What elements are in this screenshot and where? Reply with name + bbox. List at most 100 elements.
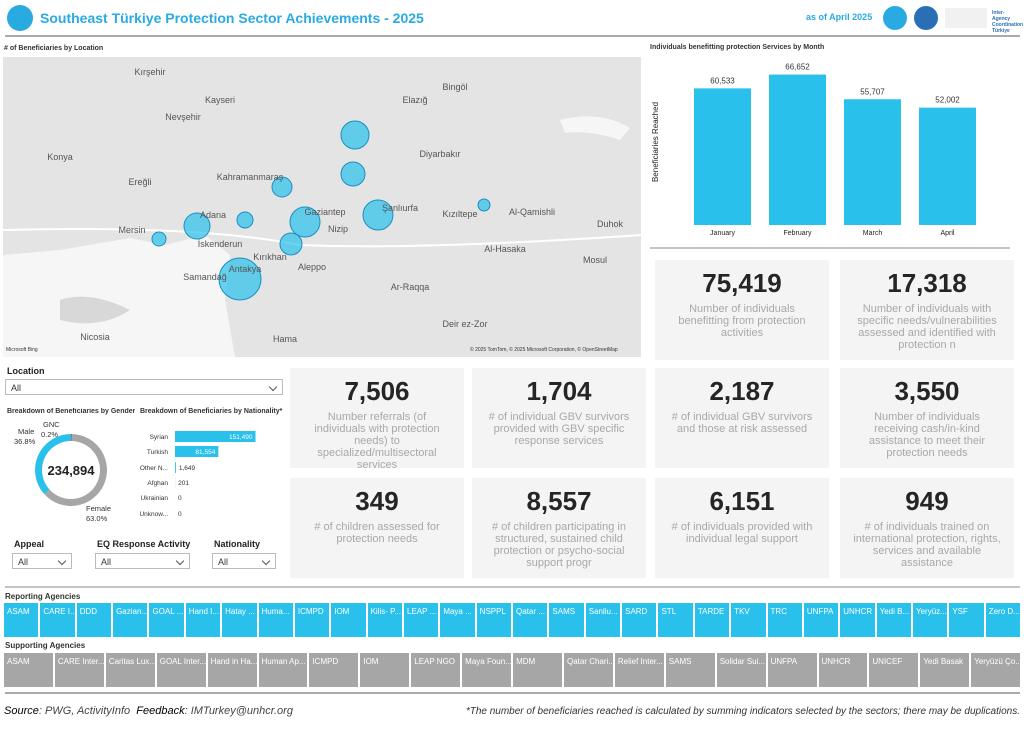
map-label: Konya — [47, 152, 73, 162]
dropdown[interactable]: All — [12, 553, 72, 569]
agency[interactable]: CARE Inter... — [54, 653, 104, 687]
agency[interactable]: TRC — [767, 603, 802, 637]
agency[interactable]: Qatar Chari... — [563, 653, 613, 687]
agency[interactable]: ASAM — [4, 653, 53, 687]
agency[interactable]: UNHCR — [840, 603, 875, 637]
data-label: 36.8% — [14, 437, 36, 446]
map-label: Kırşehir — [134, 67, 165, 77]
agency[interactable]: Solidar Sui... — [716, 653, 766, 687]
map-label: Adana — [200, 210, 226, 220]
agency[interactable]: LEAP ... — [403, 603, 439, 637]
map-label: Nizip — [328, 224, 348, 234]
map-label: Nevşehir — [165, 112, 201, 122]
agency[interactable]: Yedi B... — [876, 603, 911, 637]
map-label: Ereğli — [128, 177, 151, 187]
bubble — [236, 211, 254, 229]
slice — [34, 434, 71, 495]
agency[interactable]: IOM — [331, 603, 366, 637]
agency[interactable]: SARD — [622, 603, 657, 637]
agency[interactable]: SAMS — [665, 653, 715, 687]
bar — [175, 462, 176, 473]
agency[interactable]: LEAP NGO — [411, 653, 461, 687]
kpi-card: 8,557 # of children participating in stru… — [472, 478, 646, 578]
bar — [175, 446, 219, 457]
logo — [945, 8, 987, 28]
agency[interactable]: Caritas Lux... — [105, 653, 155, 687]
filter-label: EQ Response Activity — [97, 539, 191, 549]
agency[interactable]: Kilis- P... — [367, 603, 402, 637]
x-tick-label: April — [940, 230, 954, 237]
logo — [883, 6, 907, 30]
data-label: 0 — [178, 511, 182, 518]
chart-title: Breakdown of Beneficiaries by Nationalit… — [140, 408, 283, 415]
kpi-card: 3,550 Number of individuals receiving cas… — [840, 368, 1014, 468]
agency[interactable]: IOM — [360, 653, 410, 687]
data-label: 1,649 — [179, 465, 196, 472]
bubble — [340, 120, 370, 150]
agency[interactable]: ICMPD — [309, 653, 359, 687]
center-label: 234,894 — [48, 463, 96, 478]
kpi-card: 1,704 # of individual GBV survivors provi… — [472, 368, 646, 468]
dropdown[interactable]: All — [5, 379, 283, 395]
agency[interactable]: Maya ... — [440, 603, 475, 637]
bar — [769, 74, 826, 225]
agency[interactable]: Relief Inter... — [614, 653, 664, 687]
slice — [44, 434, 107, 507]
agency[interactable]: UNHCR — [818, 653, 868, 687]
agency[interactable]: UNFPA — [767, 653, 817, 687]
agency[interactable]: UNICEF — [869, 653, 919, 687]
agency[interactable]: NSPPL — [476, 603, 512, 637]
dropdown[interactable]: All — [95, 553, 190, 569]
agency[interactable]: Hatay ... — [222, 603, 257, 637]
agency-row: ASAM CARE I... DDD Gazian... GOAL ... Hand I.… — [4, 603, 1021, 637]
agency[interactable]: Zero D... — [985, 603, 1021, 637]
bubble — [183, 212, 211, 240]
agency[interactable]: MDM — [513, 653, 562, 687]
agency[interactable]: Hand I... — [185, 603, 221, 637]
y-tick-label: Afghan — [147, 480, 168, 487]
agency[interactable]: UNFPA — [803, 603, 839, 637]
kpi-label: # of children assessed for protection ne… — [314, 521, 440, 545]
agency[interactable]: Huma... — [258, 603, 293, 637]
agency[interactable]: Gazian... — [113, 603, 148, 637]
data-label: 81,554 — [195, 449, 215, 456]
dropdown[interactable]: All — [212, 553, 276, 569]
agency[interactable]: SAMS — [549, 603, 584, 637]
agency[interactable]: TARDE — [694, 603, 730, 637]
map-label: Bingöl — [442, 82, 467, 92]
agency[interactable]: STL — [658, 603, 693, 637]
attribution: © 2025 TomTom, © 2025 Microsoft Corporat… — [470, 347, 618, 353]
agency[interactable]: Sanliu... — [585, 603, 621, 637]
sea — [3, 235, 235, 357]
y-axis-label: Beneficiaries Reached — [651, 102, 660, 182]
agency[interactable]: Yedi Basak — [920, 653, 970, 687]
agency[interactable]: Hand in Ha... — [207, 653, 257, 687]
bubbles — [151, 120, 491, 301]
bubble — [340, 161, 366, 187]
section-title: Reporting Agencies — [5, 592, 81, 601]
agency[interactable]: DDD — [76, 603, 112, 637]
agency[interactable]: YSF — [949, 603, 984, 637]
bar — [175, 431, 256, 442]
bubble — [279, 232, 303, 256]
agency[interactable]: GOAL Inter... — [156, 653, 206, 687]
agency[interactable]: Qatar ... — [513, 603, 548, 637]
bubble — [477, 198, 491, 212]
agency[interactable]: TKV — [731, 603, 766, 637]
section-title: Supporting Agencies — [5, 641, 86, 650]
agency[interactable]: ASAM — [4, 603, 39, 637]
x-tick-label: March — [863, 230, 883, 237]
x-tick-label: February — [783, 230, 812, 237]
agency[interactable]: Yeryüz... — [912, 603, 948, 637]
agency[interactable]: CARE I... — [40, 603, 75, 637]
agency[interactable]: Maya Foun... — [462, 653, 512, 687]
agency[interactable]: ICMPD — [294, 603, 330, 637]
map-label: Elazığ — [402, 95, 427, 105]
agency[interactable]: GOAL ... — [149, 603, 184, 637]
agency[interactable]: Human Ap... — [258, 653, 308, 687]
agency[interactable]: Yeryüzü Ço... — [971, 653, 1021, 687]
y-tick-label: Ukrainian — [141, 495, 169, 502]
kpi-label: # of individuals trained on internationa… — [853, 521, 1001, 569]
label: Source — [4, 705, 39, 717]
